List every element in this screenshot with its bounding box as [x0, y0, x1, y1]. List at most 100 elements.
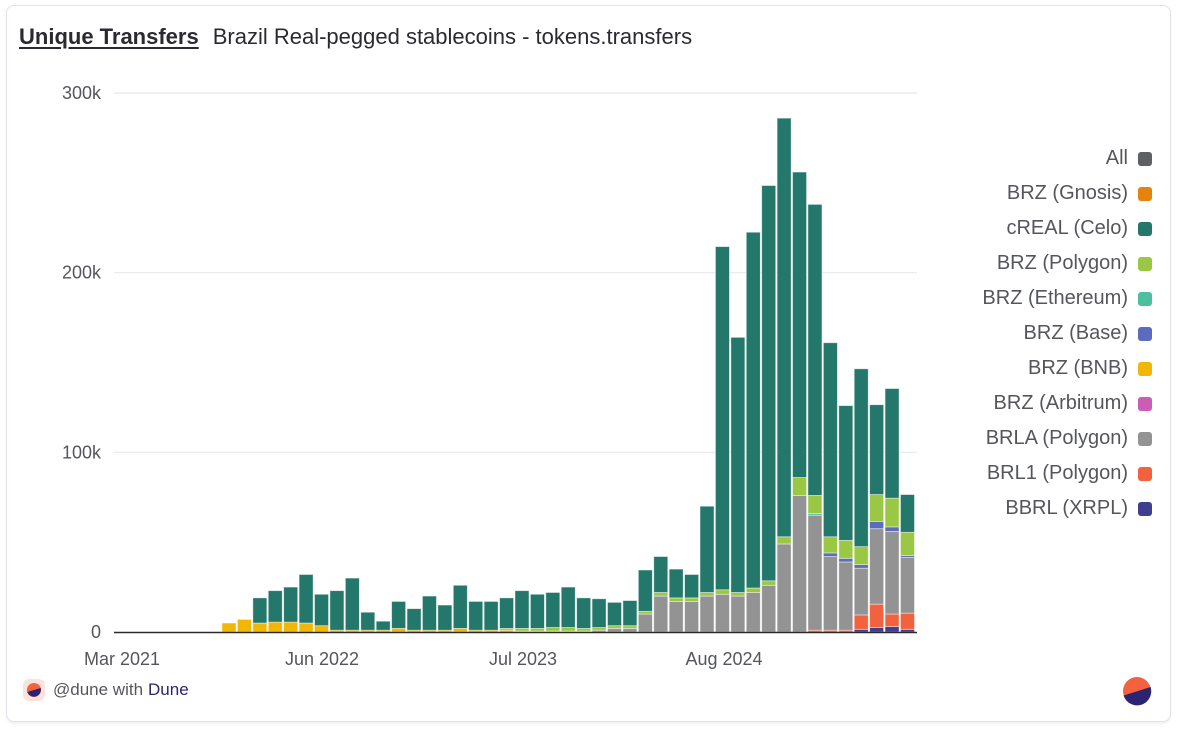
bar-segment-brz-polygon[interactable]	[900, 531, 915, 557]
bar-segment-creal-celo[interactable]	[761, 185, 777, 582]
bar-segment-brz-base[interactable]	[869, 521, 885, 530]
bar-segment-brz-polygon[interactable]	[745, 587, 761, 593]
bar-segment-brl1-polygon[interactable]	[900, 612, 915, 630]
bar-stack[interactable]	[853, 368, 869, 633]
bar-stack[interactable]	[360, 611, 376, 633]
bar-segment-bbrl-xrpl[interactable]	[869, 627, 885, 633]
bar-segment-brz-bnb[interactable]	[237, 619, 252, 633]
bar-segment-creal-celo[interactable]	[900, 494, 915, 533]
bar-stack[interactable]	[792, 171, 807, 633]
bar-stack[interactable]	[483, 601, 499, 633]
bar-segment-creal-celo[interactable]	[684, 574, 699, 599]
bar-segment-brla-polygon[interactable]	[637, 613, 653, 633]
bar-segment-creal-celo[interactable]	[437, 604, 453, 631]
bar-segment-creal-celo[interactable]	[499, 597, 514, 629]
legend-item[interactable]: BRZ (BNB)	[982, 351, 1152, 386]
bar-segment-bbrl-xrpl[interactable]	[900, 628, 915, 633]
bar-segment-brz-polygon[interactable]	[607, 625, 622, 629]
bar-segment-creal-celo[interactable]	[884, 388, 900, 499]
bar-segment-brz-bnb[interactable]	[391, 628, 407, 633]
bar-segment-brz-bnb[interactable]	[267, 621, 283, 633]
bar-segment-creal-celo[interactable]	[298, 574, 314, 624]
bar-segment-creal-celo[interactable]	[807, 203, 823, 496]
bar-segment-creal-celo[interactable]	[869, 404, 885, 495]
bar-segment-creal-celo[interactable]	[283, 586, 299, 623]
dune-corner-logo-icon[interactable]	[1122, 676, 1152, 711]
bar-stack[interactable]	[452, 584, 468, 633]
bar-segment-creal-celo[interactable]	[745, 231, 761, 589]
legend-item[interactable]: BRLA (Polygon)	[982, 421, 1152, 456]
bar-segment-creal-celo[interactable]	[314, 593, 329, 627]
bar-segment-brz-polygon[interactable]	[545, 627, 561, 632]
bar-stack[interactable]	[221, 622, 237, 633]
bar-segment-brz-base[interactable]	[822, 552, 838, 557]
bar-segment-brz-polygon[interactable]	[807, 495, 823, 514]
bar-segment-brz-bnb[interactable]	[314, 625, 329, 633]
bar-stack[interactable]	[900, 494, 915, 633]
bar-segment-creal-celo[interactable]	[545, 592, 561, 628]
bar-segment-brla-polygon[interactable]	[653, 595, 669, 633]
bar-segment-creal-celo[interactable]	[468, 601, 484, 631]
bar-segment-creal-celo[interactable]	[637, 569, 653, 612]
bar-segment-creal-celo[interactable]	[853, 368, 869, 548]
bar-segment-creal-celo[interactable]	[560, 586, 576, 628]
bar-stack[interactable]	[298, 574, 314, 633]
bar-segment-creal-celo[interactable]	[838, 405, 854, 541]
chart-title-link[interactable]: Unique Transfers	[19, 24, 199, 49]
legend-item[interactable]: BBRL (XRPL)	[982, 491, 1152, 526]
bar-stack[interactable]	[684, 574, 699, 633]
bar-segment-creal-celo[interactable]	[607, 601, 622, 627]
bar-segment-creal-celo[interactable]	[699, 505, 715, 593]
bar-segment-brla-polygon[interactable]	[884, 530, 900, 615]
bar-segment-brz-polygon[interactable]	[637, 610, 653, 615]
bar-segment-brla-polygon[interactable]	[822, 556, 838, 631]
bar-segment-brla-polygon[interactable]	[776, 543, 792, 633]
bar-segment-brz-polygon[interactable]	[530, 628, 545, 632]
bar-segment-brz-bnb[interactable]	[283, 621, 299, 633]
bar-segment-creal-celo[interactable]	[591, 598, 607, 628]
bar-stack[interactable]	[422, 595, 437, 633]
bar-segment-brz-polygon[interactable]	[622, 625, 638, 629]
bar-segment-brz-bnb[interactable]	[452, 628, 468, 633]
bar-segment-creal-celo[interactable]	[452, 584, 468, 629]
bar-segment-brz-polygon[interactable]	[884, 497, 900, 528]
bar-segment-brz-polygon[interactable]	[653, 592, 669, 597]
bar-segment-creal-celo[interactable]	[329, 590, 345, 631]
bar-segment-creal-celo[interactable]	[483, 601, 499, 631]
legend-item[interactable]: cREAL (Celo)	[982, 211, 1152, 246]
bar-stack[interactable]	[761, 185, 777, 633]
bar-segment-creal-celo[interactable]	[730, 336, 746, 593]
bar-stack[interactable]	[576, 597, 592, 633]
bar-segment-brz-base[interactable]	[838, 557, 854, 563]
bar-segment-brla-polygon[interactable]	[838, 561, 854, 631]
legend-item[interactable]: BRL1 (Polygon)	[982, 456, 1152, 491]
bar-stack[interactable]	[776, 117, 792, 633]
bar-segment-brla-polygon[interactable]	[668, 601, 684, 633]
bar-segment-brla-polygon[interactable]	[699, 595, 715, 633]
bar-segment-brla-polygon[interactable]	[853, 567, 869, 616]
bar-stack[interactable]	[545, 592, 561, 633]
bar-segment-creal-celo[interactable]	[776, 117, 792, 538]
bar-segment-brz-polygon[interactable]	[684, 597, 699, 602]
bar-stack[interactable]	[622, 600, 638, 633]
bar-segment-brla-polygon[interactable]	[761, 584, 777, 633]
legend-item[interactable]: BRZ (Ethereum)	[982, 281, 1152, 316]
bar-stack[interactable]	[530, 593, 545, 633]
dune-link[interactable]: Dune	[148, 680, 189, 699]
bar-segment-creal-celo[interactable]	[622, 600, 638, 627]
bar-segment-brla-polygon[interactable]	[900, 557, 915, 614]
legend-item[interactable]: BRZ (Base)	[982, 316, 1152, 351]
bar-segment-bbrl-xrpl[interactable]	[884, 626, 900, 633]
bar-segment-brz-polygon[interactable]	[838, 539, 854, 559]
bar-segment-brla-polygon[interactable]	[622, 628, 638, 633]
bar-stack[interactable]	[344, 577, 360, 633]
bar-segment-brz-polygon[interactable]	[514, 628, 530, 632]
legend-item[interactable]: All	[982, 141, 1152, 176]
bar-segment-brl1-polygon[interactable]	[869, 603, 885, 628]
bar-segment-creal-celo[interactable]	[715, 246, 730, 591]
legend-item[interactable]: BRZ (Gnosis)	[982, 176, 1152, 211]
bar-segment-brla-polygon[interactable]	[684, 601, 699, 633]
bar-stack[interactable]	[375, 620, 391, 633]
bar-segment-brz-bnb[interactable]	[298, 622, 314, 633]
bar-stack[interactable]	[406, 608, 422, 633]
